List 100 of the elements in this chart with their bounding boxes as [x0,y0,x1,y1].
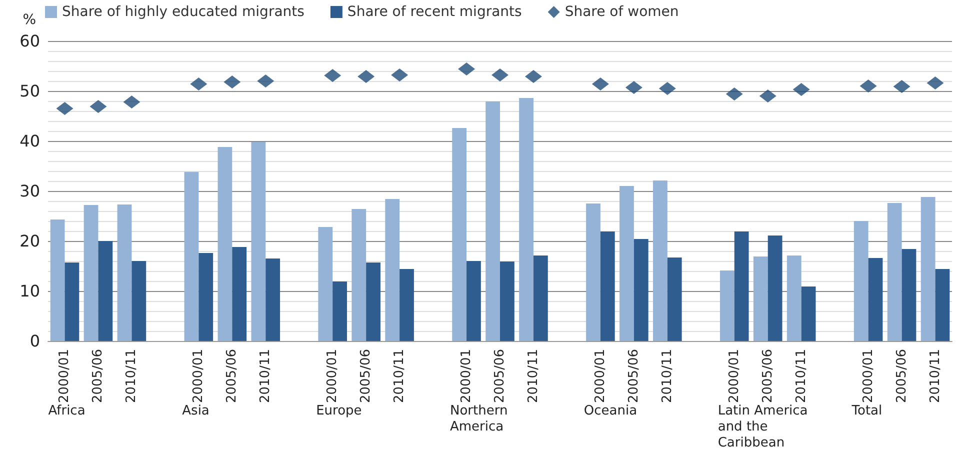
x-tick-label: 2010/11 [124,349,140,404]
bar [720,270,734,341]
point [893,80,910,93]
x-tick-label: 2005/06 [626,349,642,404]
legend-label: Share of women [564,4,679,20]
point [592,78,609,90]
bar [132,261,146,341]
y-tick-label: 50 [20,82,40,100]
text: Oceania [584,404,638,418]
bar [486,102,500,341]
bar [232,247,247,341]
bar [887,203,902,341]
bar [653,180,668,341]
bar [251,142,266,341]
legend-label: Share of highly educated migrants [62,4,304,20]
bar [519,98,534,341]
bar [266,258,280,341]
bar [218,147,232,341]
x-tick-label: 2005/06 [358,349,374,404]
point [224,76,241,88]
point [458,62,476,76]
point [492,68,508,82]
y-tick-label: 40 [20,132,40,150]
x-tick-label: 2010/11 [928,349,943,404]
x-tick-label: 2000/01 [592,349,608,404]
bar [768,236,782,341]
text: Total [850,404,882,418]
bar [868,258,883,341]
point [56,102,74,115]
x-tick-label: 2000/01 [726,349,742,404]
bar [50,220,65,341]
point [123,96,140,108]
x-tick-label: 2005/06 [90,349,106,404]
point [190,78,208,90]
bar [734,232,749,341]
bar [84,205,98,341]
bar [620,186,634,341]
bar [667,258,682,341]
bar [533,256,548,341]
y-tick-label: 60 [20,32,40,50]
x-tick-label: 2005/06 [224,349,240,404]
bar [452,128,467,341]
x-tick-label: 2010/11 [526,349,541,404]
point [926,76,944,90]
x-tick-label: 2000/01 [459,349,474,404]
y-tick-label: 0 [30,332,40,350]
bar [64,262,80,341]
point [726,88,743,100]
y-axis-title: % [22,12,36,28]
bar [352,209,366,341]
text: Asia [182,404,210,418]
bar [801,286,816,341]
point [658,82,676,95]
bar [586,204,600,341]
bar [332,282,347,341]
x-tick-label: 2010/11 [392,349,408,404]
x-tick-label: 2010/11 [794,349,809,404]
bar [753,256,768,341]
bar [786,256,802,341]
bar [920,197,936,341]
y-tick-label: 30 [20,182,40,200]
bar [935,269,950,341]
bar [500,262,514,341]
x-tick-label: 2010/11 [660,349,675,404]
bar [600,232,615,341]
x-tick-label: 2005/06 [894,349,910,404]
x-tick-label: 2000/01 [57,349,72,404]
bar [634,239,648,341]
bar [318,227,333,341]
bar [400,269,414,341]
y-tick-label: 20 [20,232,40,250]
point [625,81,642,94]
text: Latin America and the Caribbean [718,404,812,450]
bar [385,199,400,341]
point [324,69,342,82]
point [524,70,542,83]
bar [366,262,380,341]
legend-label: Share of recent migrants [347,4,522,20]
point [90,100,107,113]
x-tick-label: 2010/11 [258,349,274,404]
bar [854,221,868,341]
bar [184,172,199,341]
point [759,90,776,102]
point [358,70,375,83]
x-tick-label: 2000/01 [325,349,340,404]
x-tick-label: 2005/06 [760,349,776,404]
point [860,80,877,92]
x-tick-label: 2000/01 [191,349,206,404]
bar [198,253,214,341]
point [257,74,274,88]
bar [117,204,132,341]
x-tick-label: 2000/01 [860,349,876,404]
x-tick-label: 2005/06 [492,349,508,404]
point [792,83,810,96]
bar [902,249,916,341]
text: Northern America [450,404,512,434]
text: Europe [316,404,362,418]
bar [98,241,113,341]
text: Africa [48,404,86,418]
bar [466,261,481,341]
